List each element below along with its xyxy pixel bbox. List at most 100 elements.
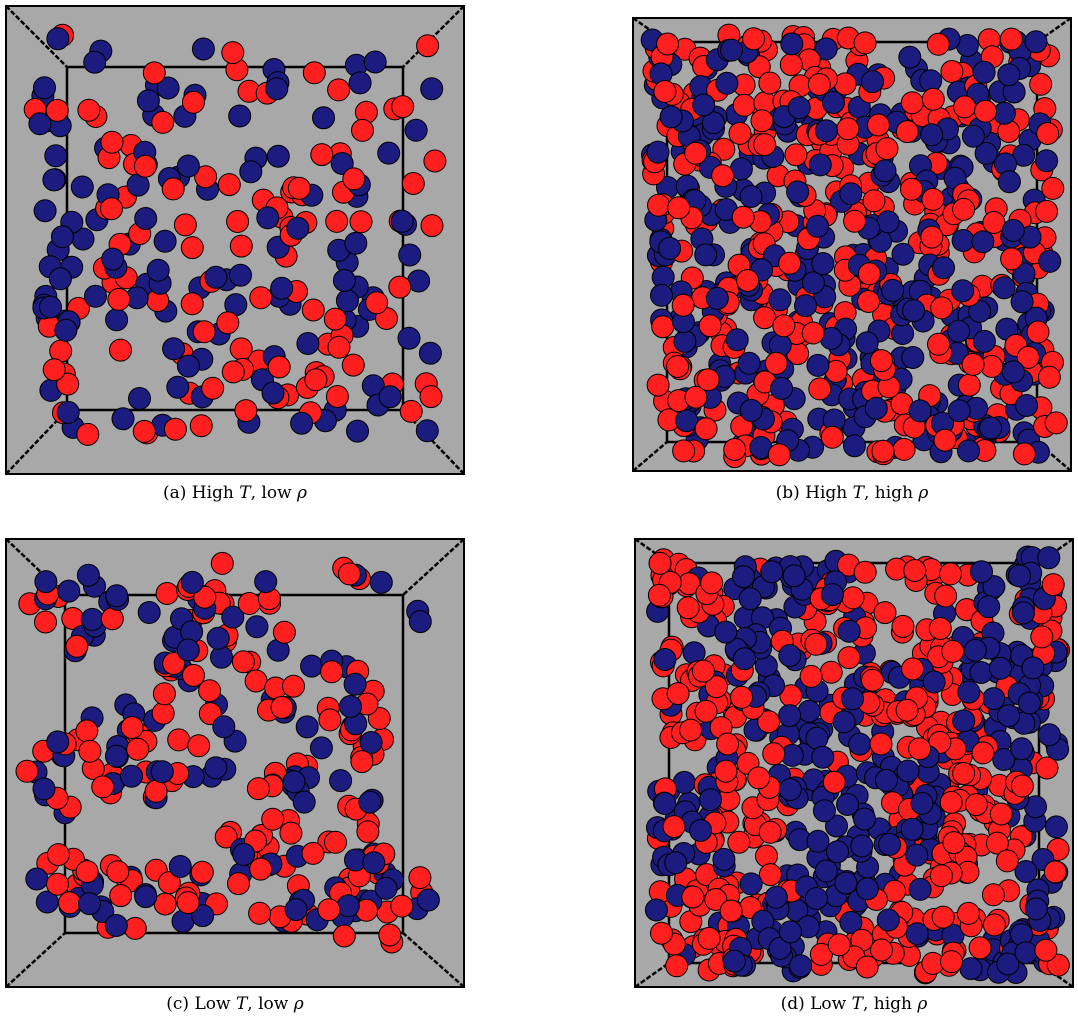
blue-particle [905, 843, 929, 867]
blue-particle [101, 247, 125, 271]
red-particle [365, 291, 389, 315]
caption-b: (b) High T, high ρ [775, 483, 929, 503]
blue-particle [78, 892, 101, 916]
blue-particle [952, 709, 976, 733]
blue-particle [290, 411, 314, 435]
red-particle [684, 385, 708, 409]
red-particle [656, 32, 680, 56]
blue-particle [814, 37, 838, 61]
red-particle [182, 663, 205, 687]
blue-particle [811, 745, 835, 769]
blue-particle [876, 210, 900, 234]
blue-particle [971, 230, 995, 254]
blue-particle [42, 168, 66, 192]
blue-particle [839, 182, 863, 206]
red-particle [753, 306, 777, 330]
blue-particle [153, 229, 177, 253]
blue-particle [898, 45, 922, 69]
blue-particle [891, 242, 915, 266]
red-particle [1036, 122, 1060, 145]
blue-particle [806, 829, 830, 853]
blue-particle [346, 419, 369, 443]
blue-particle [739, 398, 763, 422]
caption-density: low [261, 483, 292, 503]
red-particle [933, 428, 957, 452]
blue-particle [204, 265, 228, 289]
red-particle [58, 891, 81, 915]
blue-particle [814, 119, 838, 143]
blue-particle [864, 396, 888, 420]
red-particle [155, 582, 179, 605]
caption-symbol-rho: ρ [293, 994, 304, 1014]
blue-particle [1037, 546, 1061, 570]
red-particle [231, 650, 255, 674]
red-particle [304, 368, 328, 392]
red-particle [843, 209, 867, 233]
red-particle [282, 674, 305, 698]
blue-particle [878, 832, 902, 856]
red-particle [287, 176, 311, 200]
red-particle [327, 78, 351, 102]
blue-particle [820, 583, 844, 607]
red-particle [157, 871, 181, 895]
red-particle [1010, 774, 1034, 798]
red-particle [270, 695, 294, 719]
red-particle [895, 120, 919, 144]
blue-particle [76, 563, 100, 587]
red-particle [764, 351, 788, 375]
red-particle [662, 815, 686, 839]
red-particle [921, 87, 945, 111]
blue-particle [408, 610, 432, 634]
red-particle [736, 269, 760, 292]
blue-particle [901, 346, 925, 369]
red-particle [142, 61, 166, 85]
red-particle [869, 732, 893, 756]
red-particle [342, 167, 366, 191]
red-particle [320, 660, 344, 684]
red-particle [779, 53, 803, 77]
red-particle [180, 236, 204, 260]
blue-particle [329, 769, 353, 793]
red-particle [666, 355, 690, 378]
blue-particle [46, 730, 70, 754]
red-particle [957, 901, 980, 925]
blue-particle [204, 756, 228, 780]
blue-particle [853, 807, 876, 831]
blue-particle [56, 400, 80, 424]
caption-symbol-t: T [851, 994, 863, 1014]
red-particle [940, 60, 964, 83]
blue-particle [1021, 656, 1045, 680]
red-particle [758, 863, 782, 887]
blue-particle [105, 584, 129, 608]
red-particle [350, 750, 374, 774]
simulation-box-b [632, 17, 1072, 472]
blue-particle [284, 898, 308, 922]
red-particle [697, 926, 721, 950]
red-particle [981, 883, 1005, 907]
blue-particle [782, 564, 806, 588]
blue-particle [1037, 723, 1061, 747]
red-particle [855, 955, 879, 979]
caption-symbol-rho: ρ [918, 483, 929, 503]
red-particle [1041, 573, 1065, 597]
red-particle [325, 209, 349, 233]
blue-particle [282, 770, 306, 794]
red-particle [666, 682, 690, 706]
red-particle [327, 335, 351, 359]
red-particle [772, 314, 796, 338]
blue-particle [780, 32, 804, 56]
blue-particle [286, 216, 310, 240]
caption-temperature: High [191, 483, 234, 503]
blue-particle [48, 267, 72, 291]
blue-particle [659, 105, 683, 129]
blue-particle [54, 318, 78, 342]
blue-particle [794, 294, 817, 318]
panel-d: (d) Low T, high ρ [634, 538, 1074, 1025]
simulation-box-d [634, 538, 1074, 988]
box-edge [5, 5, 68, 68]
red-particle [895, 698, 919, 722]
red-particle [929, 864, 953, 888]
blue-particle [839, 910, 863, 934]
blue-particle [947, 319, 971, 343]
red-particle [1030, 625, 1054, 649]
